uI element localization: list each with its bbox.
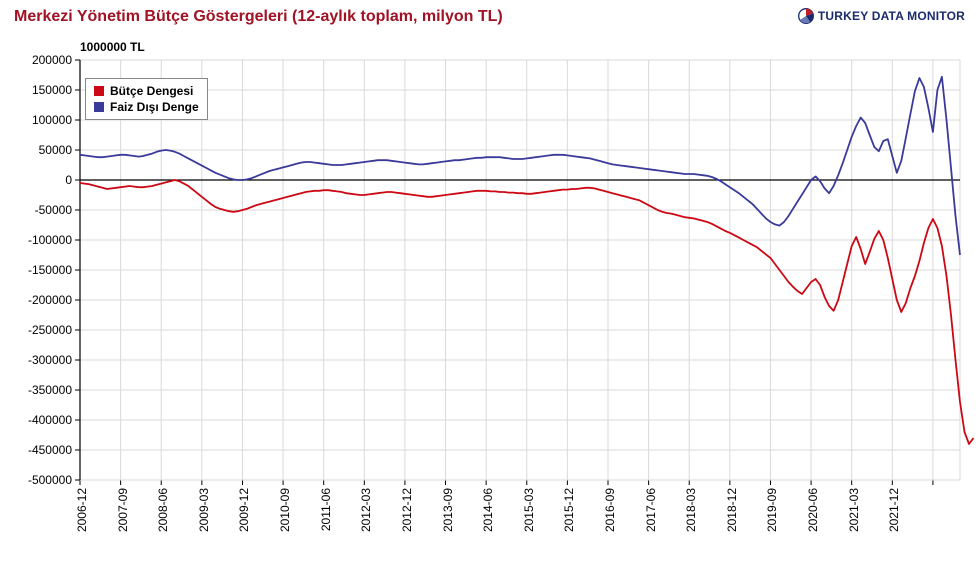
x-tick-label: 2006-12 <box>75 488 89 532</box>
y-tick-label: 100000 <box>0 113 72 127</box>
x-tick-label: 2015-12 <box>562 488 576 532</box>
x-tick-label: 2013-09 <box>441 488 455 532</box>
x-tick-label: 2019-09 <box>765 488 779 532</box>
x-tick-label: 2007-09 <box>116 488 130 532</box>
chart-legend: Bütçe DengesiFaiz Dışı Denge <box>85 78 208 120</box>
y-tick-label: 50000 <box>0 143 72 157</box>
chart-title: Merkezi Yönetim Bütçe Göstergeleri (12-a… <box>14 8 503 25</box>
y-tick-label: 200000 <box>0 53 72 67</box>
x-tick-label: 2012-03 <box>359 488 373 532</box>
y-tick-label: -250000 <box>0 323 72 337</box>
legend-label: Bütçe Dengesi <box>110 83 193 99</box>
x-tick-label: 2015-03 <box>522 488 536 532</box>
brand-badge: TURKEY DATA MONITOR <box>798 8 965 24</box>
y-tick-label: 150000 <box>0 83 72 97</box>
y-tick-label: 0 <box>0 173 72 187</box>
x-tick-label: 2014-06 <box>481 488 495 532</box>
x-tick-label: 2010-09 <box>278 488 292 532</box>
legend-item: Faiz Dışı Denge <box>94 99 199 115</box>
y-tick-label: -500000 <box>0 473 72 487</box>
x-tick-label: 2021-12 <box>887 488 901 532</box>
x-tick-label: 2011-06 <box>319 488 333 531</box>
x-tick-label: 2018-12 <box>725 488 739 532</box>
x-tick-label: 2018-03 <box>684 488 698 532</box>
y-tick-label: -300000 <box>0 353 72 367</box>
y-axis-title: 1000000 TL <box>80 40 145 54</box>
x-tick-label: 2020-06 <box>806 488 820 532</box>
y-tick-label: -200000 <box>0 293 72 307</box>
y-tick-label: -50000 <box>0 203 72 217</box>
y-tick-label: -100000 <box>0 233 72 247</box>
legend-swatch-icon <box>94 102 104 112</box>
y-tick-label: -150000 <box>0 263 72 277</box>
legend-label: Faiz Dışı Denge <box>110 99 199 115</box>
brand-text: TURKEY DATA MONITOR <box>818 9 965 23</box>
x-tick-label: 2016-09 <box>603 488 617 532</box>
x-tick-label: 2009-03 <box>197 488 211 532</box>
chart-area: 1000000 TL Bütçe DengesiFaiz Dışı Denge … <box>0 40 979 560</box>
x-tick-label: 2012-12 <box>400 488 414 532</box>
x-tick-label: 2009-12 <box>237 488 251 532</box>
y-tick-label: -350000 <box>0 383 72 397</box>
y-tick-label: -450000 <box>0 443 72 457</box>
x-tick-label: 2021-03 <box>847 488 861 532</box>
legend-item: Bütçe Dengesi <box>94 83 199 99</box>
x-tick-label: 2008-06 <box>156 488 170 532</box>
brand-logo-icon <box>798 8 814 24</box>
y-tick-label: -400000 <box>0 413 72 427</box>
legend-swatch-icon <box>94 86 104 96</box>
x-tick-label: 2017-06 <box>644 488 658 532</box>
